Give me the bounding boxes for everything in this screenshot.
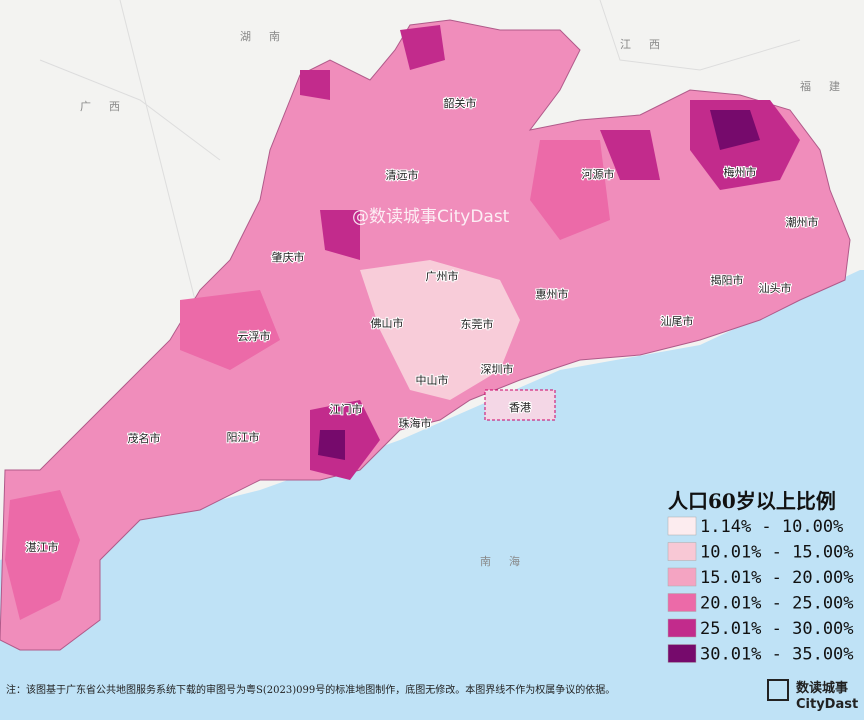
mid-areas — [5, 140, 610, 620]
sea — [0, 270, 864, 720]
city-label: 汕头市 — [759, 281, 792, 295]
city-label: 湛江市 — [26, 540, 59, 554]
region-label: 湖南 — [240, 30, 298, 43]
city-label: 中山市 — [416, 373, 449, 387]
legend-swatch — [667, 644, 697, 663]
logo-text: CityDast — [796, 697, 858, 712]
city-label: 东莞市 — [461, 317, 494, 331]
legend-swatch — [667, 542, 697, 561]
legend-swatch — [667, 567, 697, 587]
legend-label: 30.01% - 35.00% — [700, 645, 854, 665]
legend-label: 25.01% - 30.00% — [700, 619, 854, 639]
legend-label: 1.14% - 10.00% — [700, 517, 843, 537]
logo-icon — [767, 679, 789, 701]
city-label: 广州市 — [426, 269, 459, 283]
city-label: 汕尾市 — [661, 314, 694, 328]
background-roads — [39, 0, 801, 321]
legend-label: 15.01% - 20.00% — [700, 568, 854, 588]
city-label: 深圳市 — [481, 362, 514, 376]
hong-kong — [484, 389, 556, 421]
logo-text: 数读城事 — [796, 680, 848, 696]
city-label: 茂名市 — [128, 431, 161, 445]
watermark: @数读城事CityDast — [352, 207, 510, 227]
city-label: 韶关市 — [444, 96, 477, 110]
city-label: 惠州市 — [536, 287, 569, 301]
high-areas — [300, 25, 800, 480]
region-label: 南海 — [480, 554, 538, 568]
city-label: 江门市 — [330, 402, 363, 416]
city-label: 潮州市 — [786, 215, 819, 229]
legend-label: 10.01% - 15.00% — [700, 543, 854, 563]
city-label: 河源市 — [582, 167, 615, 181]
legend-swatch — [667, 516, 697, 536]
city-label: 揭阳市 — [711, 273, 744, 287]
city-label: 云浮市 — [238, 329, 271, 343]
region-label: 广西 — [80, 100, 138, 113]
city-label: 肇庆市 — [272, 250, 305, 264]
legend: 人口60岁以上比例 1.14% - 10.00% 10.01% - 15.00% 1… — [667, 489, 854, 665]
region-label: 江西 — [620, 38, 678, 51]
city-label: 梅州市 — [724, 165, 757, 179]
city-label: 清远市 — [386, 168, 419, 182]
footnote: 注：该图基于广东省公共地图服务系统下载的审图号为粤S(2023)099号的标准地… — [6, 683, 615, 696]
city-label: 香港 — [509, 401, 531, 414]
city-label: 珠海市 — [399, 416, 432, 430]
legend-swatch — [667, 593, 697, 612]
city-label: 阳江市 — [227, 430, 260, 444]
legend-title: 人口60岁以上比例 — [668, 489, 836, 513]
region-label: 福建 — [800, 79, 858, 93]
city-label: 佛山市 — [371, 316, 404, 330]
legend-label: 20.01% - 25.00% — [700, 594, 854, 614]
legend-swatch — [667, 618, 697, 638]
pearl-delta — [360, 260, 520, 400]
